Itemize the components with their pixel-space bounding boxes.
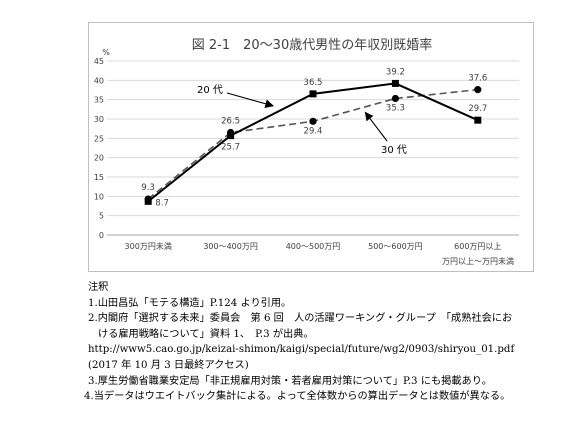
y-tick-label: 35 — [94, 96, 104, 105]
note-item-1: 1.山田昌弘「モテる構造」P.124 より引用。 — [88, 297, 292, 309]
series-callout-arrow-20s — [226, 92, 275, 109]
x-tick-label: 300万円未満 — [125, 241, 172, 251]
series-marker-square — [474, 116, 482, 124]
y-tick-label: 25 — [94, 134, 104, 143]
data-label: 36.5 — [304, 78, 323, 88]
series-callout-arrow-30s — [364, 111, 388, 142]
note-item-4: 4.当データはウエイトバック集計による。よって全体数からの算出データとは数値が異… — [84, 391, 511, 403]
series-marker-circle — [474, 86, 482, 94]
data-label: 29.7 — [468, 104, 487, 114]
series-line — [147, 82, 479, 203]
x-tick-label: 300～400万円 — [203, 242, 258, 251]
x-axis-footnote: 万円以上～万円未満 — [442, 256, 514, 266]
x-tick-label: 400～500万円 — [286, 242, 341, 251]
note-item-3: 3.厚生労働省職業安定局「非正規雇用対策・若者雇用対策について」P.3 にも掲載… — [88, 375, 492, 387]
data-label: 9.3 — [141, 183, 155, 193]
y-tick-label: 5 — [99, 212, 104, 221]
data-label: 26.5 — [221, 117, 240, 127]
note-item-2-continued: ける雇用戦略について」資料 1、 P.3 が出典。 — [98, 328, 314, 340]
series-marker-circle — [309, 117, 317, 125]
y-tick-label: 10 — [94, 192, 104, 201]
note-access-date: (2017 年 10 月 3 日最終アクセス) — [88, 359, 249, 371]
notes-section: 注釈 1.山田昌弘「モテる構造」P.124 より引用。 2.内閣府「選択する未来… — [84, 280, 582, 405]
chart-title: 図 2-1 20～30歳代男性の年収別既婚率 — [192, 37, 432, 53]
series-marker-square — [391, 79, 399, 87]
series-label-30s: 30 代 — [381, 144, 407, 156]
series-line — [147, 88, 478, 200]
x-tick-label: 600万円以上 — [454, 242, 501, 251]
series-label-20s: 20 代 — [197, 84, 223, 96]
y-tick-label: 45 — [94, 57, 104, 66]
data-label: 37.6 — [468, 74, 487, 84]
x-tick-label: 500～600万円 — [368, 242, 423, 251]
data-label: 29.4 — [304, 126, 323, 136]
notes-heading: 注釈 — [88, 282, 109, 293]
y-tick-label: 15 — [94, 173, 104, 182]
y-tick-label: 40 — [94, 76, 104, 85]
data-label: 8.7 — [155, 198, 169, 208]
series-marker-square — [144, 197, 152, 205]
chart-frame: 図 2-1 20～30歳代男性の年収別既婚率% 0 5 10 15 20 25 30 35 40 4… — [88, 22, 534, 272]
y-axis-unit: % — [102, 48, 110, 57]
note-source-url: http://www5.cao.go.jp/keizai-shimon/kaig… — [88, 344, 515, 356]
series-marker-circle — [391, 94, 399, 103]
data-label: 35.3 — [386, 104, 405, 114]
line-chart: 図 2-1 20～30歳代男性の年収別既婚率% 0 5 10 15 20 25 30 35 40 4… — [94, 37, 519, 266]
series-marker-square — [227, 132, 235, 140]
note-item-2: 2.内閣府「選択する未来」委員会 第 6 回 人の活躍ワーキング・グループ 「成… — [88, 313, 513, 325]
y-tick-label: 30 — [94, 115, 104, 124]
y-tick-label: 20 — [94, 154, 104, 163]
y-tick-label: 0 — [99, 231, 104, 240]
data-label: 39.2 — [386, 67, 405, 77]
data-label: 25.7 — [221, 143, 240, 153]
series-marker-square — [309, 90, 317, 98]
